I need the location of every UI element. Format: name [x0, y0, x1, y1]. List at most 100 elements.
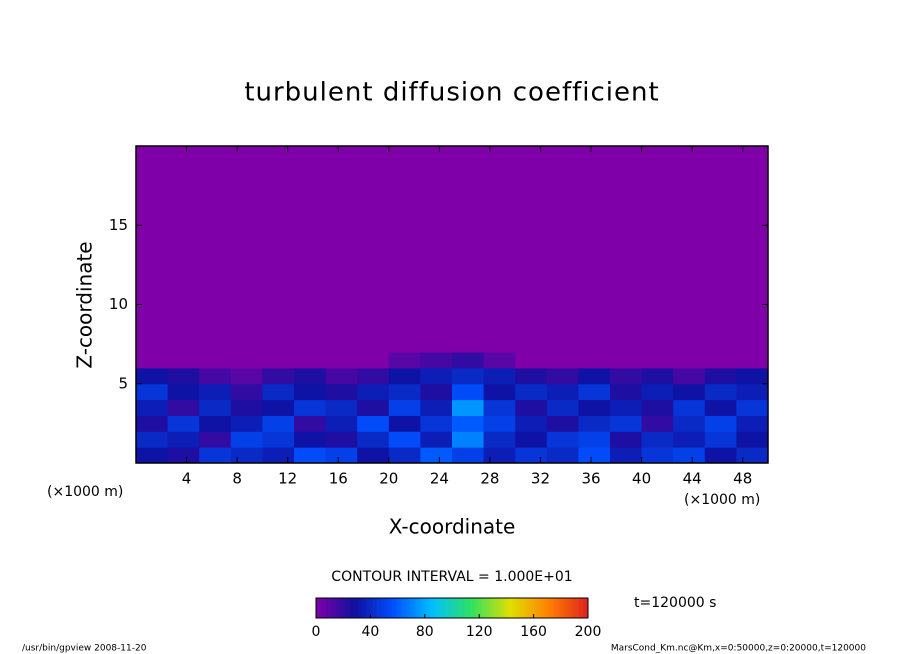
colorbar-swatch	[400, 598, 404, 618]
field-cell	[167, 146, 200, 353]
field-cell	[483, 146, 516, 353]
field-cell	[483, 383, 516, 401]
colorbar-swatch	[408, 598, 412, 618]
field-cell	[420, 383, 453, 401]
colorbar-swatch	[468, 598, 472, 618]
field-cell	[515, 399, 548, 416]
time-label: t=120000 s	[634, 595, 716, 611]
field-cell	[546, 383, 579, 401]
colorbar-swatch	[487, 598, 491, 618]
contour-interval: CONTOUR INTERVAL = 1.000E+01	[331, 569, 572, 585]
field-cell	[199, 367, 232, 385]
colorbar-swatch	[506, 598, 510, 618]
colorbar-swatch	[362, 598, 366, 618]
field-cell	[325, 146, 358, 353]
colorbar-swatch	[525, 598, 529, 618]
field-cell	[136, 383, 169, 401]
field-cell	[452, 146, 485, 353]
x-tick-label: 48	[733, 470, 752, 488]
field-cell	[546, 447, 579, 464]
field-cell	[325, 399, 358, 416]
colorbar-swatch	[536, 598, 540, 618]
field-cell	[294, 383, 327, 401]
field-cell	[704, 399, 737, 416]
field-cell	[325, 447, 358, 464]
y-axis-label: Z-coordinate	[73, 241, 97, 368]
x-tick-label: 44	[683, 470, 702, 488]
field-cell	[230, 367, 263, 385]
field-cell	[294, 415, 327, 432]
field-cell	[641, 431, 674, 448]
field-cell	[578, 415, 611, 432]
colorbar-swatch	[343, 598, 347, 618]
colorbar-swatch	[577, 598, 581, 618]
field-cell	[199, 447, 232, 464]
field-cell	[199, 146, 232, 353]
field-cell	[515, 415, 548, 432]
y-tick-label: 5	[118, 374, 128, 392]
colorbar-swatch	[348, 598, 352, 618]
field-cell	[230, 146, 263, 353]
field-cell	[578, 367, 611, 385]
field-cell	[388, 383, 421, 401]
field-cell	[704, 415, 737, 432]
colorbar-swatch	[471, 598, 475, 618]
field-cell	[578, 352, 611, 369]
colorbar-swatch	[579, 598, 583, 618]
x-tick-label: 4	[182, 470, 192, 488]
colorbar-swatch	[520, 598, 524, 618]
colorbar-swatch	[582, 598, 586, 618]
colorbar-swatch	[552, 598, 556, 618]
field-cell	[420, 447, 453, 464]
colorbar-swatch	[476, 598, 480, 618]
field-cell	[294, 146, 327, 353]
colorbar-swatch	[481, 598, 485, 618]
field-cell	[483, 367, 516, 385]
field-cell	[673, 431, 706, 448]
field-cell	[452, 447, 485, 464]
chart-title: turbulent diffusion coefficient	[244, 78, 659, 108]
colorbar-swatch	[462, 598, 466, 618]
colorbar-swatch	[413, 598, 417, 618]
colorbar-swatch	[465, 598, 469, 618]
field-cell	[294, 399, 327, 416]
colorbar-swatch	[430, 598, 434, 618]
field-cell	[673, 146, 706, 353]
colorbar-frame	[315, 597, 589, 619]
field-cell	[578, 431, 611, 448]
field-cell	[325, 352, 358, 369]
field-cell	[578, 447, 611, 464]
field-cell	[515, 352, 548, 369]
field-cell	[199, 399, 232, 416]
colorbar-swatch	[528, 598, 532, 618]
field-cell	[294, 447, 327, 464]
colorbar-swatch	[517, 598, 521, 618]
field-cell	[546, 146, 579, 353]
colorbar-swatch	[549, 598, 553, 618]
field-cell	[325, 415, 358, 432]
field-cell	[388, 447, 421, 464]
field-cell	[357, 415, 390, 432]
colorbar-swatch	[555, 598, 559, 618]
x-tick-label: 28	[480, 470, 499, 488]
colorbar-swatch	[340, 598, 344, 618]
colorbar-swatch	[335, 598, 339, 618]
field-cell	[199, 431, 232, 448]
field-cell	[673, 367, 706, 385]
colorbar-swatch	[541, 598, 545, 618]
colorbar-swatch	[370, 598, 374, 618]
field-cell	[357, 146, 390, 353]
colorbar-swatch	[435, 598, 439, 618]
field-cell	[546, 399, 579, 416]
field-cell	[736, 447, 769, 464]
field-cell	[673, 352, 706, 369]
colorbar-swatch	[332, 598, 336, 618]
field-cell	[641, 367, 674, 385]
field-cell	[167, 447, 200, 464]
colorbar-swatch	[443, 598, 447, 618]
field-cell	[357, 383, 390, 401]
colorbar-swatch	[500, 598, 504, 618]
colorbar-swatch	[359, 598, 363, 618]
field-cell	[736, 146, 769, 353]
